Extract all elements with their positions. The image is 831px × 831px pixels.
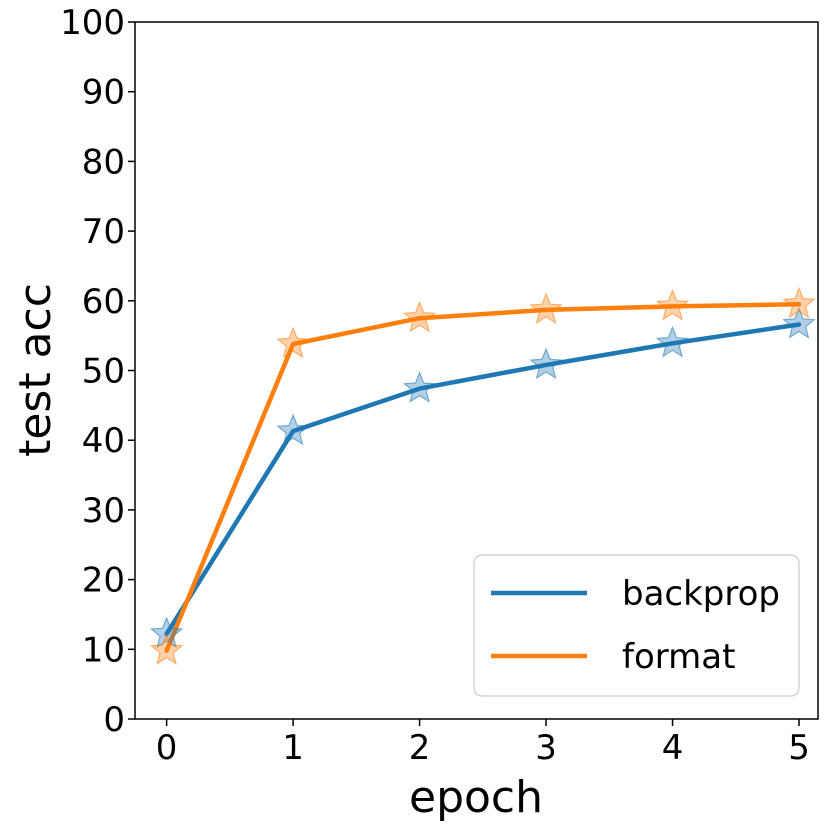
data-point-backprop [149,616,184,649]
y-tick-label: 90 [82,73,125,113]
x-axis-title: epoch [409,772,543,823]
y-tick-label: 30 [82,491,125,531]
x-tick-label: 4 [662,728,684,768]
data-point-backprop [782,306,816,339]
y-tick-label: 60 [82,282,125,322]
y-tick-label: 20 [82,561,125,601]
y-axis: 0 10 20 30 40 50 60 70 80 90 100 [60,3,135,740]
data-point-format [276,326,310,359]
x-tick-label: 5 [788,728,810,768]
legend-label-format: format [622,637,735,677]
data-point-backprop [655,325,690,358]
data-point-backprop [402,370,437,403]
series-line-backprop [164,322,802,637]
y-tick-label: 0 [103,700,125,740]
x-axis: 0 1 2 3 4 5 [156,719,810,768]
data-point-format [655,288,690,321]
legend-label-backprop: backprop [622,574,780,614]
data-point-format [529,292,563,325]
legend-box [473,554,800,697]
x-tick-label: 2 [409,728,431,768]
x-tick-label: 1 [282,728,304,768]
y-tick-label: 70 [82,212,125,252]
data-point-format [782,286,816,319]
series-layer [149,286,816,665]
data-point-backprop [276,413,310,446]
series-line-format [164,302,802,653]
y-axis-title: test acc [10,283,61,457]
data-point-backprop [529,347,563,380]
data-point-format [402,300,437,333]
x-tick-label: 3 [535,728,557,768]
x-tick-label: 0 [156,728,178,768]
y-tick-label: 50 [82,352,125,392]
legend: backprop format [473,554,800,697]
y-tick-label: 80 [82,142,125,182]
y-tick-label: 10 [82,630,125,670]
y-tick-label: 100 [60,3,125,43]
y-tick-label: 40 [82,421,125,461]
data-point-format [149,633,184,665]
